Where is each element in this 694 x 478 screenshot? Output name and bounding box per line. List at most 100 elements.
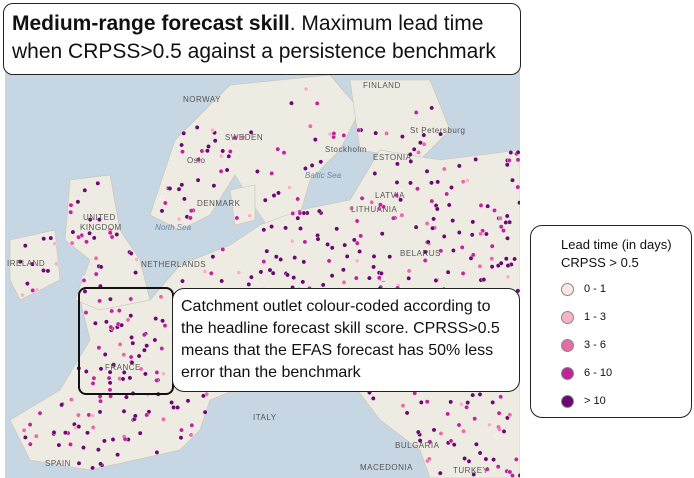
catchment-dot bbox=[513, 456, 519, 462]
catchment-dot bbox=[30, 287, 36, 293]
sea-label: North Sea bbox=[155, 223, 192, 232]
catchment-dot bbox=[329, 245, 335, 251]
catchment-dot bbox=[469, 232, 475, 238]
catchment-dot bbox=[63, 430, 68, 436]
map-label: KINGDOM bbox=[80, 223, 122, 232]
catchment-dot bbox=[341, 133, 347, 138]
catchment-dot bbox=[354, 240, 360, 246]
catchment-dot bbox=[24, 281, 30, 287]
map-label: LATVIA bbox=[375, 191, 405, 200]
catchment-dot bbox=[470, 392, 476, 398]
land-shape bbox=[64, 174, 151, 311]
catchment-dot bbox=[370, 395, 376, 401]
catchment-dot bbox=[515, 149, 520, 155]
catchment-dot bbox=[204, 148, 210, 154]
map-label: UNITED bbox=[83, 213, 116, 222]
catchment-dot bbox=[227, 149, 233, 154]
catchment-dot bbox=[291, 275, 297, 281]
catchment-dot bbox=[517, 200, 520, 206]
catchment-dot bbox=[422, 258, 428, 263]
catchment-dot bbox=[287, 185, 292, 190]
catchment-dot bbox=[180, 278, 185, 284]
catchment-dot bbox=[481, 277, 487, 283]
catchment-dot bbox=[108, 324, 114, 330]
catchment-dot bbox=[441, 233, 447, 239]
catchment-dot bbox=[485, 203, 491, 209]
catchment-dot bbox=[326, 258, 332, 264]
catchment-dot bbox=[247, 213, 253, 219]
legend-title: Lead time (in days) bbox=[561, 237, 672, 252]
map-label: LITHUANIA bbox=[351, 205, 397, 214]
catchment-dot bbox=[115, 452, 121, 458]
catchment-dot bbox=[366, 275, 372, 281]
catchment-dot bbox=[68, 441, 73, 447]
catchment-dot bbox=[416, 150, 421, 155]
legend-label: 3 - 6 bbox=[584, 339, 607, 351]
catchment-dot bbox=[498, 394, 504, 400]
catchment-dot bbox=[295, 215, 301, 221]
highlight-frame bbox=[78, 287, 174, 395]
catchment-dot bbox=[27, 422, 33, 427]
catchment-dot bbox=[307, 123, 313, 129]
catchment-dot bbox=[161, 371, 166, 377]
catchment-dot bbox=[188, 208, 194, 214]
catchment-dot bbox=[394, 192, 399, 198]
catchment-dot bbox=[160, 318, 166, 324]
catchment-dot bbox=[258, 269, 264, 275]
catchment-dot bbox=[51, 429, 57, 435]
catchment-dot bbox=[297, 210, 303, 216]
catchment-dot bbox=[41, 268, 46, 273]
catchment-dot bbox=[461, 428, 466, 434]
title-bold: Medium-range forecast skill bbox=[12, 12, 290, 35]
land-shape bbox=[149, 74, 361, 231]
catchment-dot bbox=[314, 101, 320, 106]
catchment-dot bbox=[166, 327, 172, 333]
catchment-dot bbox=[292, 255, 298, 261]
catchment-dot bbox=[176, 186, 182, 192]
catchment-dot bbox=[22, 243, 28, 249]
catchment-dot bbox=[75, 199, 81, 205]
catchment-dot bbox=[394, 161, 400, 167]
map-label: NORWAY bbox=[183, 95, 221, 104]
catchment-dot bbox=[133, 270, 139, 276]
catchment-dot bbox=[399, 134, 405, 140]
catchment-dot bbox=[106, 375, 112, 381]
catchment-dot bbox=[404, 410, 410, 416]
catchment-dot bbox=[21, 427, 27, 433]
catchment-dot bbox=[134, 257, 140, 262]
catchment-dot bbox=[132, 413, 138, 419]
catchment-dot bbox=[121, 408, 127, 414]
catchment-dot bbox=[489, 264, 495, 270]
map-label: TURKEY bbox=[453, 466, 489, 475]
catchment-dot bbox=[262, 197, 268, 203]
catchment-dot bbox=[275, 146, 281, 152]
catchment-dot bbox=[298, 226, 303, 231]
catchment-dot bbox=[494, 433, 500, 439]
catchment-dot bbox=[489, 243, 495, 249]
catchment-dot bbox=[466, 458, 472, 464]
catchment-dot bbox=[162, 200, 168, 206]
catchment-dot bbox=[76, 424, 82, 429]
catchment-dot bbox=[301, 210, 307, 216]
catchment-dot bbox=[97, 217, 102, 223]
catchment-dot bbox=[127, 375, 133, 381]
catchment-dot bbox=[459, 401, 464, 407]
catchment-dot bbox=[76, 460, 82, 466]
land-shape bbox=[9, 229, 61, 301]
catchment-dot bbox=[136, 353, 142, 359]
catchment-dot bbox=[380, 276, 386, 282]
catchment-dot bbox=[154, 449, 160, 455]
catchment-dot bbox=[196, 157, 201, 162]
catchment-dot bbox=[356, 127, 362, 133]
catchment-dot bbox=[465, 400, 471, 405]
catchment-dot bbox=[278, 257, 284, 262]
callout-text: Catchment outlet colour-coded according … bbox=[181, 298, 500, 381]
catchment-dot bbox=[471, 472, 477, 477]
catchment-dot bbox=[281, 150, 287, 156]
catchment-dot bbox=[22, 434, 28, 440]
catchment-dot bbox=[128, 313, 134, 319]
catchment-dot bbox=[120, 376, 126, 382]
catchment-dot bbox=[503, 220, 509, 225]
catchment-dot bbox=[144, 412, 150, 418]
catchment-dot bbox=[456, 163, 462, 169]
